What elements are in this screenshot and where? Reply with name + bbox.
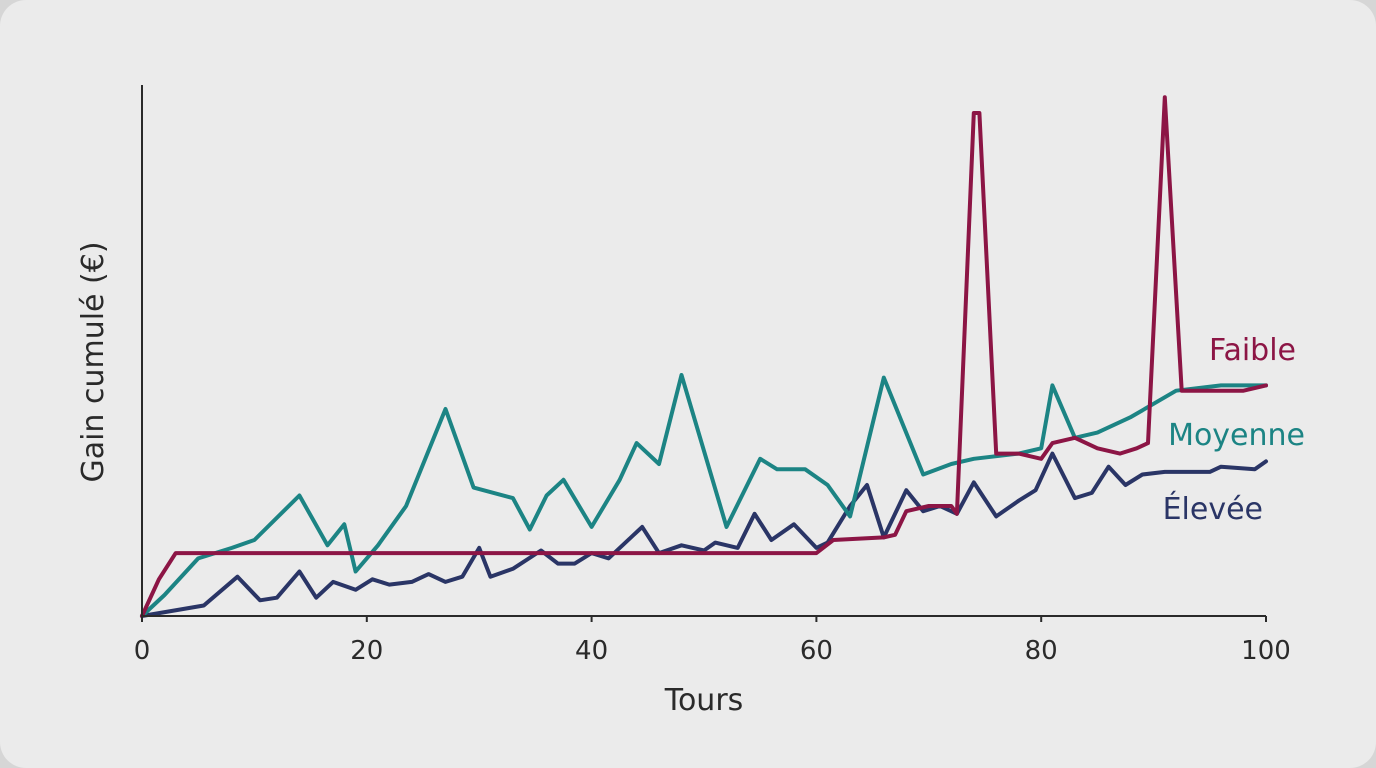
x-tick-labels: 0 20 40 60 80 100 [134, 616, 1291, 666]
series-label: Faible [1209, 333, 1296, 368]
x-tick-label: 20 [350, 636, 383, 666]
x-axis-label: Tours [664, 683, 744, 718]
x-tick-label: 100 [1241, 636, 1291, 666]
x-tick-label: 40 [575, 636, 608, 666]
series-line-faible [140, 95, 1268, 618]
series-label: Moyenne [1168, 418, 1305, 453]
series-labels: Faible Moyenne Élevée [1163, 333, 1305, 527]
series-line-moyenne [140, 373, 1268, 618]
series-line-elevee [140, 451, 1268, 618]
x-tick-label: 60 [800, 636, 833, 666]
y-axis-label: Gain cumulé (€) [76, 241, 111, 482]
x-tick-label: 0 [134, 636, 151, 666]
series-label: Élevée [1163, 491, 1263, 527]
x-tick-label: 80 [1025, 636, 1058, 666]
series-layer [140, 95, 1268, 618]
